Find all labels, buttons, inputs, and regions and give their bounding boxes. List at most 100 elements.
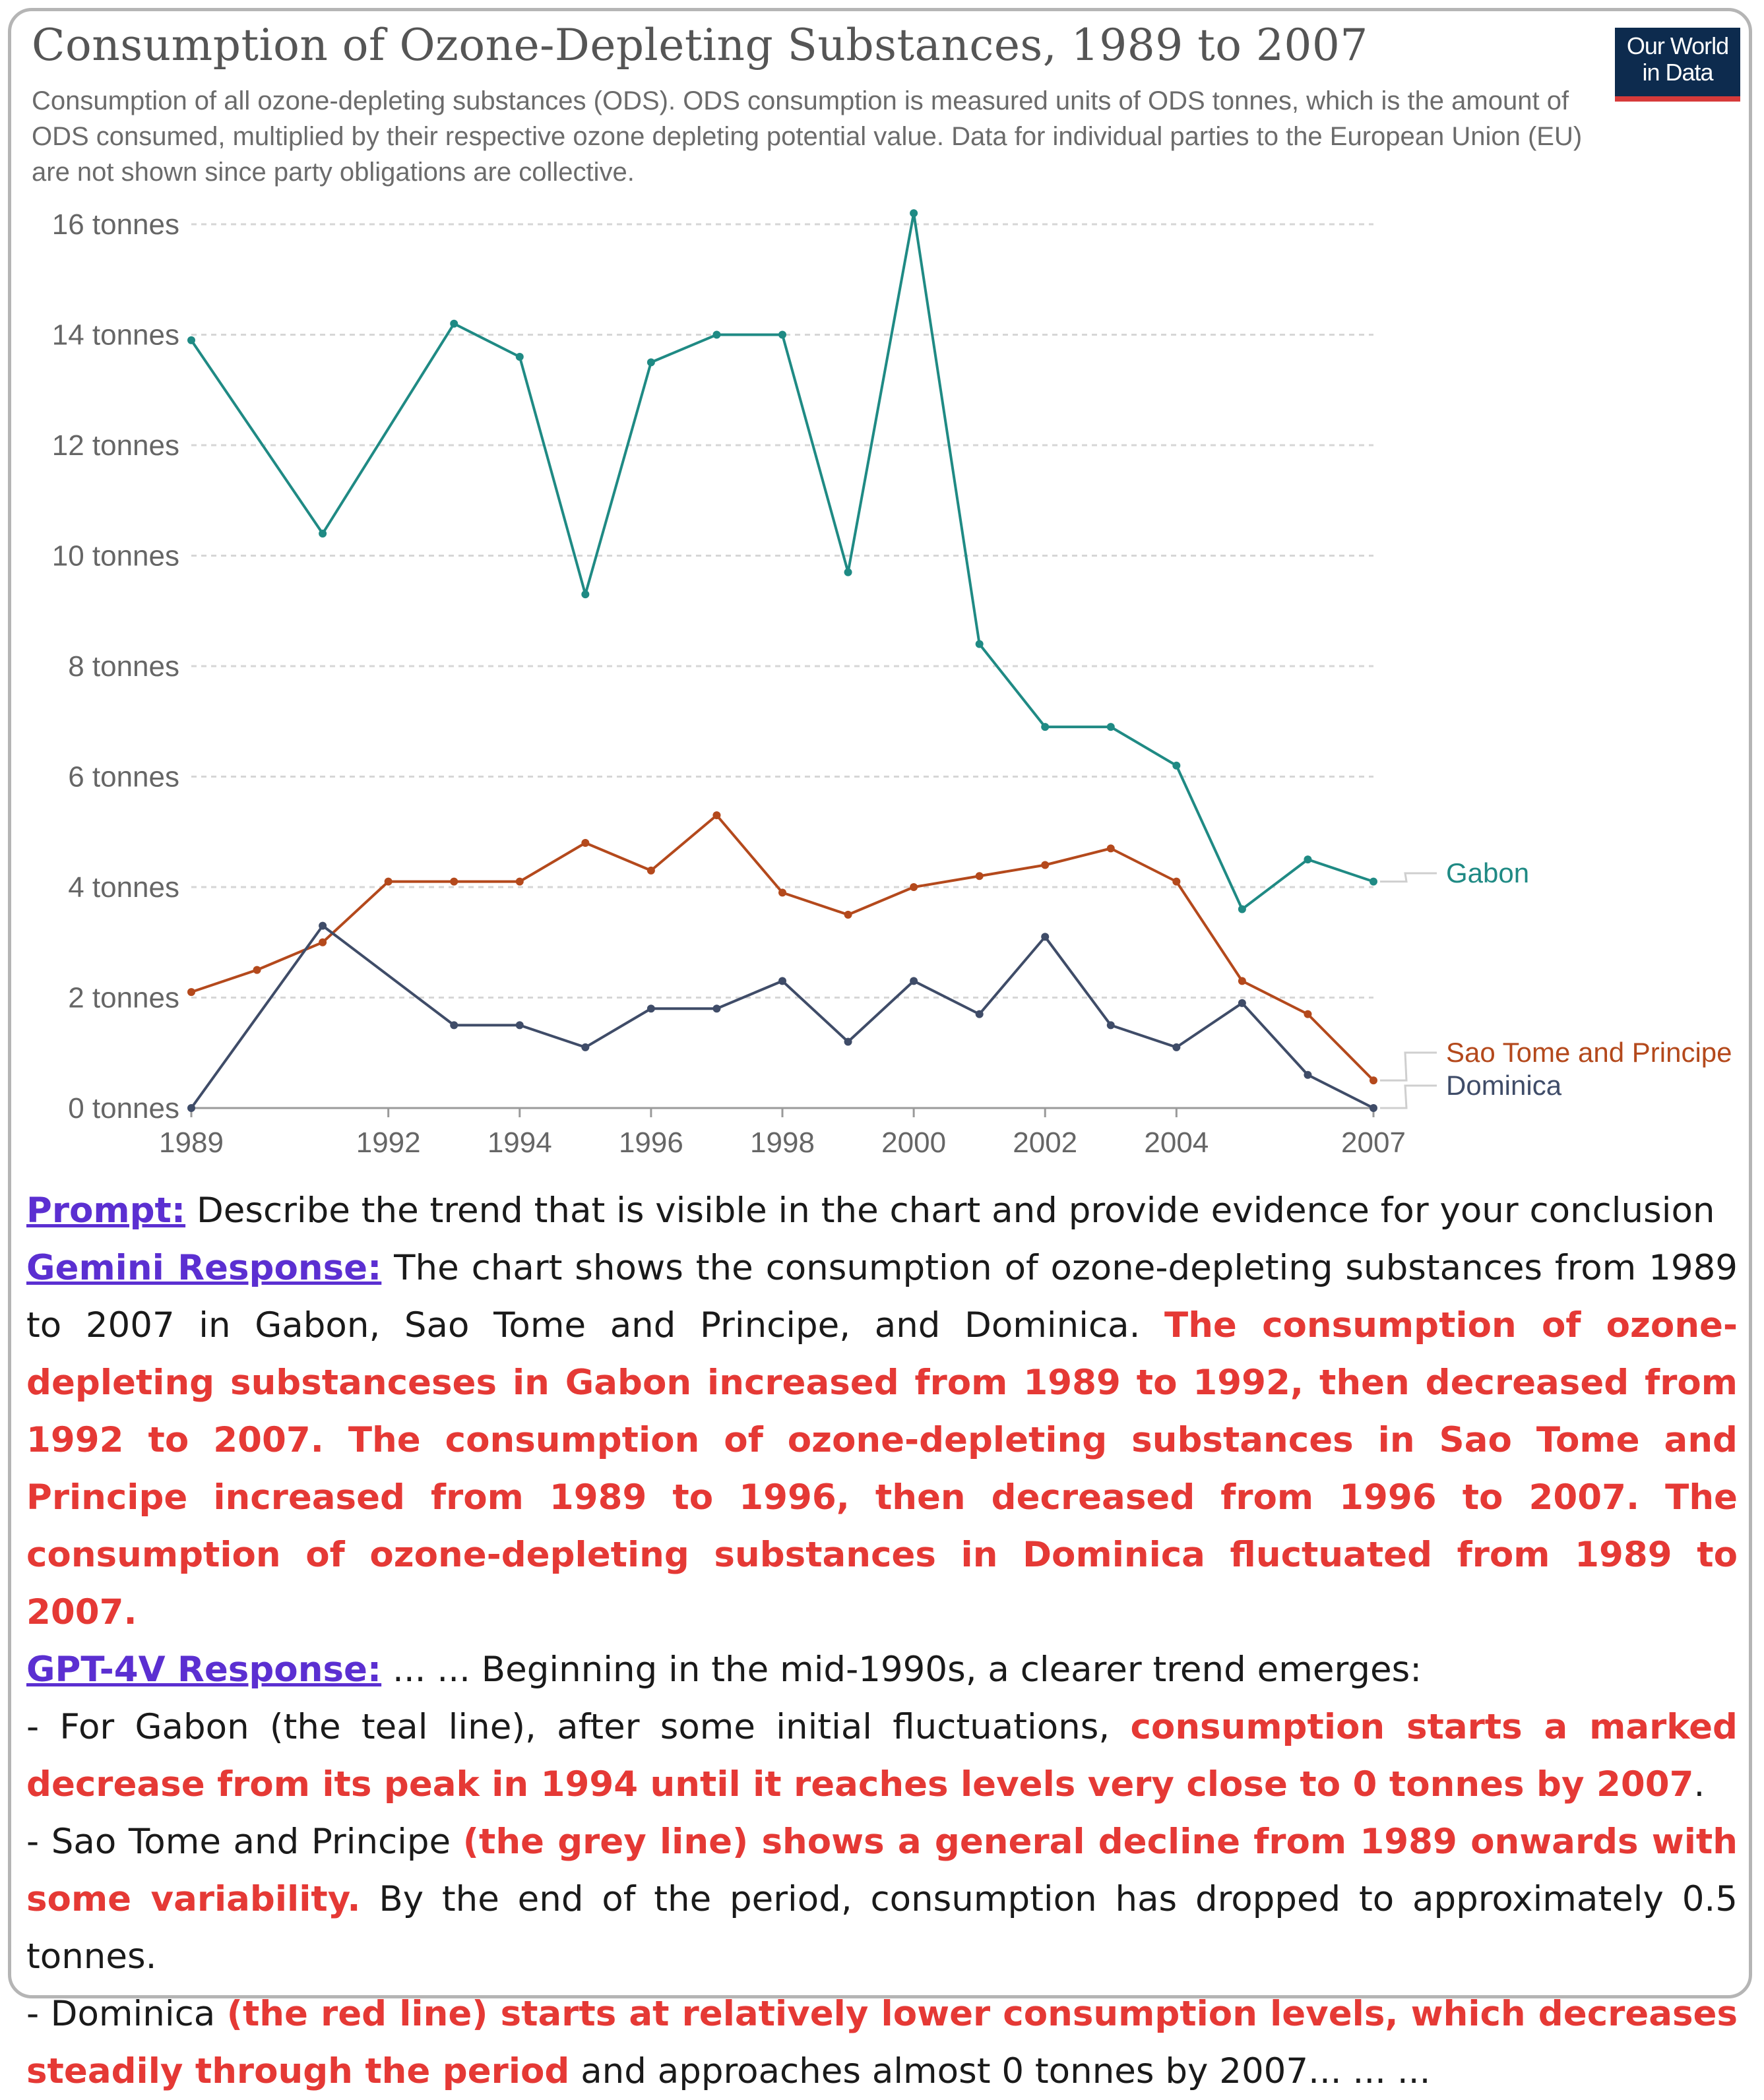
data-point-dominica bbox=[319, 921, 327, 930]
dom-suffix: and approaches almost 0 tonnes by 2007..… bbox=[569, 2051, 1431, 2091]
series-line-dominica bbox=[190, 924, 1374, 1109]
data-point-dominica bbox=[1106, 1021, 1115, 1030]
data-point-dominica bbox=[910, 977, 918, 985]
chart-title: Consumption of Ozone-Depleting Substance… bbox=[32, 20, 1368, 71]
gpt-paragraph: GPT-4V Response: ... ... Beginning in th… bbox=[26, 1641, 1738, 1698]
data-point-gabon bbox=[319, 530, 327, 538]
y-axis-ticks: 0 tonnes 2 tonnes 4 tonnes 6 tonnes 8 tonnes… bbox=[52, 208, 179, 1125]
stp-prefix: - Sao Tome and Principe bbox=[26, 1822, 463, 1862]
data-point-sao-tome-and-principe bbox=[187, 988, 195, 997]
data-point-dominica bbox=[975, 1010, 984, 1018]
data-point-dominica bbox=[1238, 999, 1246, 1007]
x-tick-label: 2007 bbox=[1341, 1127, 1406, 1159]
data-point-sao-tome-and-principe bbox=[581, 839, 590, 847]
data-point-sao-tome-and-principe bbox=[450, 877, 458, 886]
series-line-gabon bbox=[190, 212, 1374, 911]
series-label-gabon: Gabon bbox=[1446, 857, 1529, 888]
data-point-gabon bbox=[712, 330, 721, 339]
gpt-dominica-line: - Dominica (the red line) starts at rela… bbox=[26, 1985, 1738, 2100]
data-point-dominica bbox=[515, 1021, 524, 1030]
stp-suffix: By the end of the period, consumption ha… bbox=[26, 1879, 1738, 1977]
label-connector-sao-tome-and-principe bbox=[1380, 1051, 1437, 1082]
owid-logo: Our World in Data bbox=[1615, 28, 1740, 102]
stp-highlight: (the grey line) shows a general decline … bbox=[26, 1822, 1738, 1919]
data-point-gabon bbox=[581, 590, 590, 599]
data-point-gabon bbox=[1238, 905, 1246, 913]
x-tick-label: 2002 bbox=[1013, 1127, 1077, 1159]
gabon-prefix: - For Gabon (the teal line), after some … bbox=[26, 1707, 1131, 1747]
y-tick-label: 4 tonnes bbox=[68, 871, 179, 904]
label-connector-gabon bbox=[1380, 872, 1437, 883]
gemini-paragraph: Gemini Response: The chart shows the con… bbox=[26, 1239, 1738, 1641]
x-tick-label: 2004 bbox=[1144, 1127, 1209, 1159]
data-point-sao-tome-and-principe bbox=[319, 938, 327, 946]
data-point-sao-tome-and-principe bbox=[778, 888, 786, 897]
data-point-gabon bbox=[1370, 877, 1377, 886]
data-point-gabon bbox=[450, 319, 458, 328]
gpt-text: ... ... Beginning in the mid-1990s, a cl… bbox=[381, 1650, 1422, 1690]
data-point-dominica bbox=[712, 1004, 721, 1013]
figure-frame bbox=[8, 8, 1752, 1998]
data-point-sao-tome-and-principe bbox=[1370, 1076, 1377, 1085]
data-point-gabon bbox=[1106, 723, 1115, 731]
gabon-suffix: . bbox=[1693, 1764, 1705, 1805]
data-point-sao-tome-and-principe bbox=[384, 877, 393, 886]
x-tick-label: 1996 bbox=[619, 1127, 683, 1159]
data-point-dominica bbox=[778, 977, 786, 985]
x-tick-label: 1998 bbox=[750, 1127, 815, 1159]
data-point-gabon bbox=[778, 330, 786, 339]
gemini-highlight: The consumption of ozone-depleting subst… bbox=[26, 1305, 1738, 1632]
data-point-gabon bbox=[1304, 855, 1312, 864]
data-point-gabon bbox=[1172, 761, 1181, 770]
data-point-sao-tome-and-principe bbox=[1106, 844, 1115, 853]
data-point-sao-tome-and-principe bbox=[712, 811, 721, 820]
data-point-sao-tome-and-principe bbox=[1304, 1010, 1312, 1018]
x-tick-label: 1992 bbox=[356, 1127, 421, 1159]
data-point-dominica bbox=[187, 1104, 195, 1112]
data-point-dominica bbox=[1172, 1043, 1181, 1051]
x-axis: 1989 1992 1994 1996 1998 2000 2002 2004 2007 bbox=[159, 1107, 1406, 1159]
data-point-gabon bbox=[910, 209, 918, 218]
prompt-paragraph: Prompt: Describe the trend that is visib… bbox=[26, 1182, 1738, 1239]
data-point-sao-tome-and-principe bbox=[1041, 861, 1050, 869]
data-point-gabon bbox=[975, 640, 984, 648]
series-line-sao-tome-and-principe bbox=[191, 814, 1375, 1082]
data-point-gabon bbox=[515, 353, 524, 361]
data-point-gabon bbox=[187, 336, 195, 344]
data-point-sao-tome-and-principe bbox=[910, 883, 918, 891]
data-point-sao-tome-and-principe bbox=[975, 872, 984, 880]
series-label-dominica: Dominica bbox=[1446, 1070, 1562, 1101]
data-point-sao-tome-and-principe bbox=[253, 966, 261, 974]
x-tick-label: 1989 bbox=[159, 1127, 224, 1159]
data-point-dominica bbox=[1370, 1104, 1377, 1112]
y-tick-label: 2 tonnes bbox=[68, 982, 179, 1014]
y-tick-label: 0 tonnes bbox=[68, 1092, 179, 1125]
series-label-sao-tome-and-principe: Sao Tome and Principe bbox=[1446, 1037, 1732, 1068]
label-connector-dominica bbox=[1380, 1084, 1437, 1109]
x-tick-label: 1994 bbox=[488, 1127, 552, 1159]
logo-line-2: in Data bbox=[1642, 59, 1713, 86]
y-tick-label: 6 tonnes bbox=[68, 761, 179, 793]
y-tick-label: 16 tonnes bbox=[52, 208, 179, 241]
data-point-dominica bbox=[844, 1037, 852, 1046]
data-point-dominica bbox=[1041, 933, 1050, 941]
series-lines bbox=[187, 209, 1377, 1112]
chart-subtitle: Consumption of all ozone-depleting subst… bbox=[32, 86, 1583, 187]
data-point-dominica bbox=[646, 1004, 655, 1013]
data-point-sao-tome-and-principe bbox=[515, 877, 524, 886]
data-point-sao-tome-and-principe bbox=[646, 866, 655, 875]
gemini-label: Gemini Response: bbox=[26, 1248, 382, 1288]
data-point-dominica bbox=[581, 1043, 590, 1051]
prompt-text: Describe the trend that is visible in th… bbox=[185, 1190, 1715, 1231]
gpt-gabon-line: - For Gabon (the teal line), after some … bbox=[26, 1698, 1738, 1813]
grid-lines bbox=[191, 223, 1373, 999]
y-tick-label: 8 tonnes bbox=[68, 650, 179, 683]
gemini-text: The chart shows the consumption of ozone… bbox=[26, 1248, 1738, 1345]
logo-line-1: Our World bbox=[1626, 32, 1729, 59]
data-point-gabon bbox=[844, 568, 852, 576]
gabon-highlight: consumption starts a marked decrease fro… bbox=[26, 1707, 1738, 1805]
data-point-sao-tome-and-principe bbox=[844, 910, 852, 919]
data-point-gabon bbox=[646, 358, 655, 367]
gpt-label: GPT-4V Response: bbox=[26, 1650, 382, 1690]
